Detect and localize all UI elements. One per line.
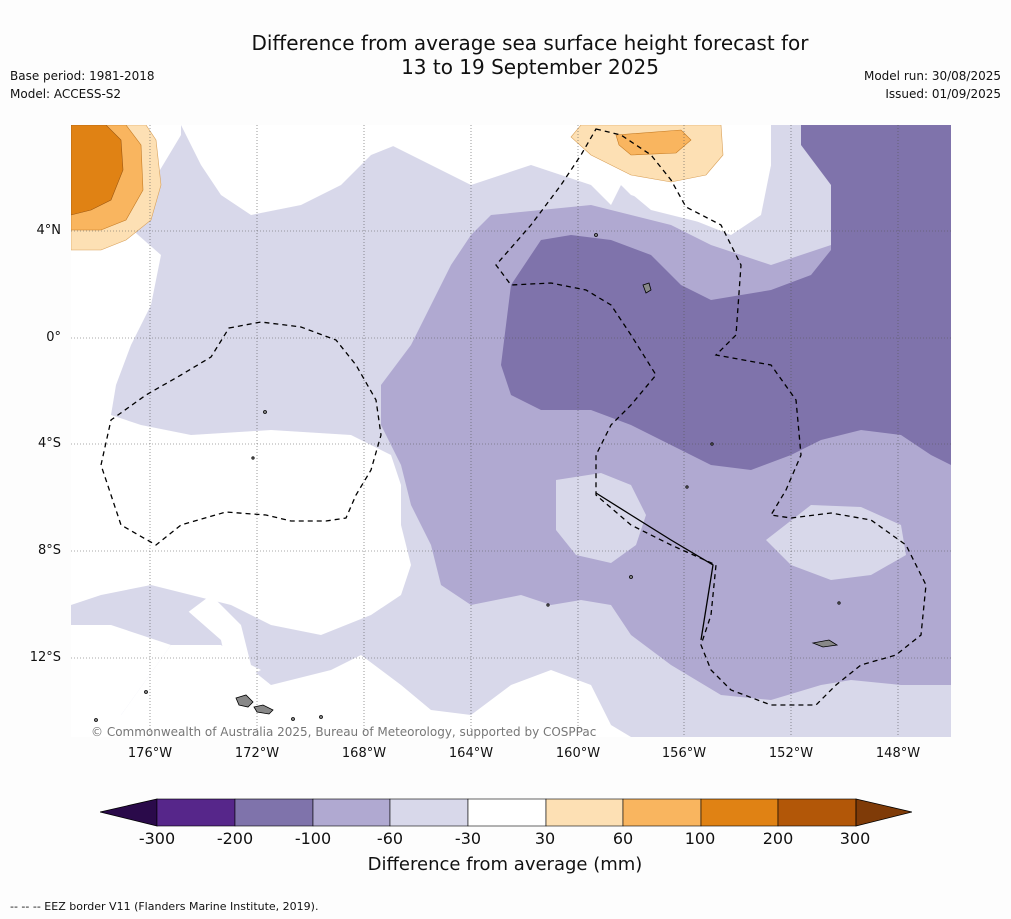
region-orange-60-north bbox=[615, 129, 692, 156]
island-samoa-savaii bbox=[253, 704, 274, 715]
lat-label-0: 0° bbox=[46, 330, 61, 345]
colorbar-bin-5 bbox=[467, 798, 547, 827]
eez-border-center bbox=[495, 128, 927, 706]
lat-label-4s: 4°S bbox=[37, 436, 61, 451]
island-dot-7 bbox=[144, 690, 148, 694]
island-kiritimati bbox=[642, 282, 652, 294]
model-name: Model: ACCESS-S2 bbox=[10, 87, 122, 101]
anomaly-map bbox=[71, 125, 951, 737]
island-southeast bbox=[811, 639, 839, 648]
island-dot-4 bbox=[629, 575, 633, 579]
colorbar-bin-4 bbox=[389, 798, 469, 827]
island-samoa-upolu bbox=[235, 694, 254, 708]
title-line-1: Difference from average sea surface heig… bbox=[251, 31, 809, 55]
colorbar-bin-9 bbox=[777, 798, 857, 827]
eez-footnote: -- -- -- EEZ border V11 (Flanders Marine… bbox=[10, 900, 319, 913]
island-dot-6 bbox=[710, 442, 714, 446]
colorbar-label-neg60: -60 bbox=[376, 829, 404, 848]
island-dot-3 bbox=[594, 233, 598, 237]
islands bbox=[94, 233, 841, 722]
colorbar-bin-8 bbox=[700, 798, 779, 827]
meta-left: Base period: 1981-2018 Model: ACCESS-S2 bbox=[10, 67, 155, 103]
colorbar-label-neg300: -300 bbox=[138, 829, 176, 848]
region-light-patch-east bbox=[766, 505, 906, 580]
colorbar-label-200: 200 bbox=[762, 829, 794, 848]
region-white-west bbox=[71, 220, 411, 635]
colorbar-bin-2 bbox=[234, 798, 314, 827]
colorbar-bin-1 bbox=[156, 798, 236, 827]
colorbar-label-neg200: -200 bbox=[216, 829, 254, 848]
graticule bbox=[71, 125, 951, 737]
colorbar-label-30: 30 bbox=[534, 829, 556, 848]
copyright-credit: © Commonwealth of Australia 2025, Bureau… bbox=[91, 725, 597, 739]
colorbar-extend-low bbox=[100, 798, 158, 827]
meta-right: Model run: 30/08/2025 Issued: 01/09/2025 bbox=[864, 67, 1001, 103]
eez-border-solid bbox=[595, 492, 714, 641]
colorbar-label-300: 300 bbox=[839, 829, 871, 848]
lon-label-152w: 152°W bbox=[768, 746, 814, 761]
region-dark-lavender bbox=[501, 125, 951, 470]
colorbar-bin-3 bbox=[312, 798, 391, 827]
region-light-patch-center bbox=[556, 473, 646, 563]
lon-label-176w: 176°W bbox=[127, 746, 173, 761]
island-dot-9 bbox=[319, 715, 323, 719]
colorbar-label-neg30: -30 bbox=[454, 829, 482, 848]
eez-border-west bbox=[100, 321, 382, 546]
title-line-2: 13 to 19 September 2025 bbox=[401, 55, 659, 79]
lon-label-148w: 148°W bbox=[875, 746, 921, 761]
colorbar-label-100: 100 bbox=[684, 829, 716, 848]
colorbar-label-neg100: -100 bbox=[294, 829, 332, 848]
lon-label-160w: 160°W bbox=[555, 746, 601, 761]
island-dot-11 bbox=[837, 601, 841, 605]
region-white-south bbox=[71, 645, 631, 737]
eez-borders bbox=[100, 128, 927, 706]
base-period: Base period: 1981-2018 bbox=[10, 69, 155, 83]
island-dot-8 bbox=[291, 717, 295, 721]
colorbar-title: Difference from average (mm) bbox=[367, 854, 643, 875]
colorbar-extend-high bbox=[855, 798, 912, 827]
lon-label-156w: 156°W bbox=[661, 746, 707, 761]
colorbar bbox=[100, 798, 912, 827]
colorbar-label-60: 60 bbox=[612, 829, 634, 848]
lon-label-164w: 164°W bbox=[448, 746, 494, 761]
lon-label-168w: 168°W bbox=[341, 746, 387, 761]
island-dot-10 bbox=[546, 603, 550, 607]
island-dot-2 bbox=[251, 456, 255, 460]
model-run: Model run: 30/08/2025 bbox=[863, 69, 1001, 83]
island-dot-5 bbox=[685, 485, 689, 489]
island-dot-12 bbox=[94, 718, 98, 722]
region-orange-100 bbox=[71, 125, 124, 216]
island-dot-1 bbox=[263, 410, 267, 414]
lat-label-12s: 12°S bbox=[29, 650, 61, 665]
lat-label-8s: 8°S bbox=[37, 543, 61, 558]
colorbar-bin-6 bbox=[545, 798, 624, 827]
lon-label-172w: 172°W bbox=[234, 746, 280, 761]
colorbar-bin-7 bbox=[622, 798, 702, 827]
lat-label-4n: 4°N bbox=[36, 223, 62, 238]
issued-date: Issued: 01/09/2025 bbox=[885, 87, 1001, 101]
map-title: Difference from average sea surface heig… bbox=[180, 31, 880, 79]
